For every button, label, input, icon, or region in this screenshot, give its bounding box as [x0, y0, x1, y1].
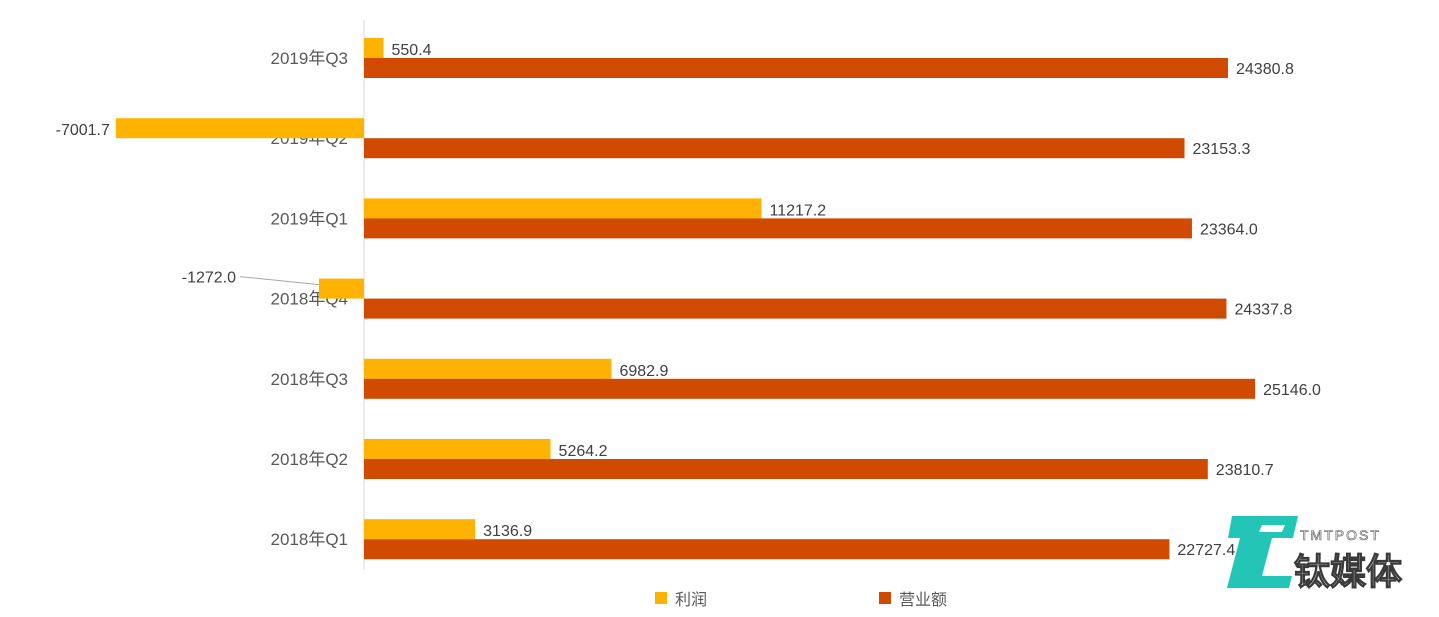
revenue-value-label: 23810.7: [1216, 462, 1274, 479]
profit-bar: [364, 519, 476, 540]
brand-mark-icon: [1227, 516, 1298, 588]
category-label: 2018年Q2: [271, 450, 349, 469]
revenue-bar: [364, 58, 1228, 78]
profit-value-label: 5264.2: [559, 443, 608, 460]
profit-bar: [364, 358, 612, 379]
revenue-bar: [364, 539, 1170, 560]
watermark-logo: TMTPOST 钛媒体: [1227, 516, 1403, 594]
profit-bar: [364, 198, 762, 219]
brand-mark-cutout-icon: [1259, 525, 1285, 532]
revenue-bar: [364, 459, 1208, 479]
revenue-value-label: 24380.8: [1236, 61, 1294, 78]
revenue-bar: [364, 218, 1192, 239]
revenue-value-label: 25146.0: [1263, 382, 1321, 399]
watermark-subtext: TMTPOST: [1300, 527, 1381, 543]
category-label: 2018年Q1: [271, 530, 349, 549]
profit-value-label: 550.4: [392, 42, 432, 59]
legend-swatch-revenue: [879, 592, 891, 604]
revenue-value-label: 23153.3: [1193, 141, 1251, 158]
profit-value-label: 11217.2: [770, 202, 827, 219]
watermark-brand-text: 钛媒体: [1294, 552, 1402, 593]
profit-value-label: -1272.0: [182, 270, 236, 287]
category-label: 2019年Q3: [271, 49, 349, 68]
legend-label-revenue: 营业额: [899, 590, 947, 609]
category-label: 2019年Q1: [271, 209, 349, 228]
profit-value-label: -7001.7: [56, 122, 110, 139]
category-label: 2018年Q3: [271, 370, 349, 389]
profit-bar: [318, 278, 364, 299]
profit-bar: [364, 38, 384, 58]
profit-value-label: 3136.9: [483, 523, 532, 540]
legend-swatch-profit: [655, 592, 667, 604]
revenue-value-label: 23364.0: [1200, 221, 1258, 238]
profit-value-label: 6982.9: [619, 363, 668, 380]
revenue-value-label: 24337.8: [1234, 302, 1292, 319]
legend-label-profit: 利润: [675, 590, 707, 609]
profit-bar: [364, 439, 551, 459]
profit-bar: [115, 118, 364, 139]
revenue-bar: [364, 298, 1227, 319]
profit-label-leader-line: [239, 276, 319, 286]
revenue-bar: [364, 138, 1185, 159]
revenue-bar: [364, 378, 1256, 399]
revenue-value-label: 22727.4: [1177, 542, 1235, 559]
